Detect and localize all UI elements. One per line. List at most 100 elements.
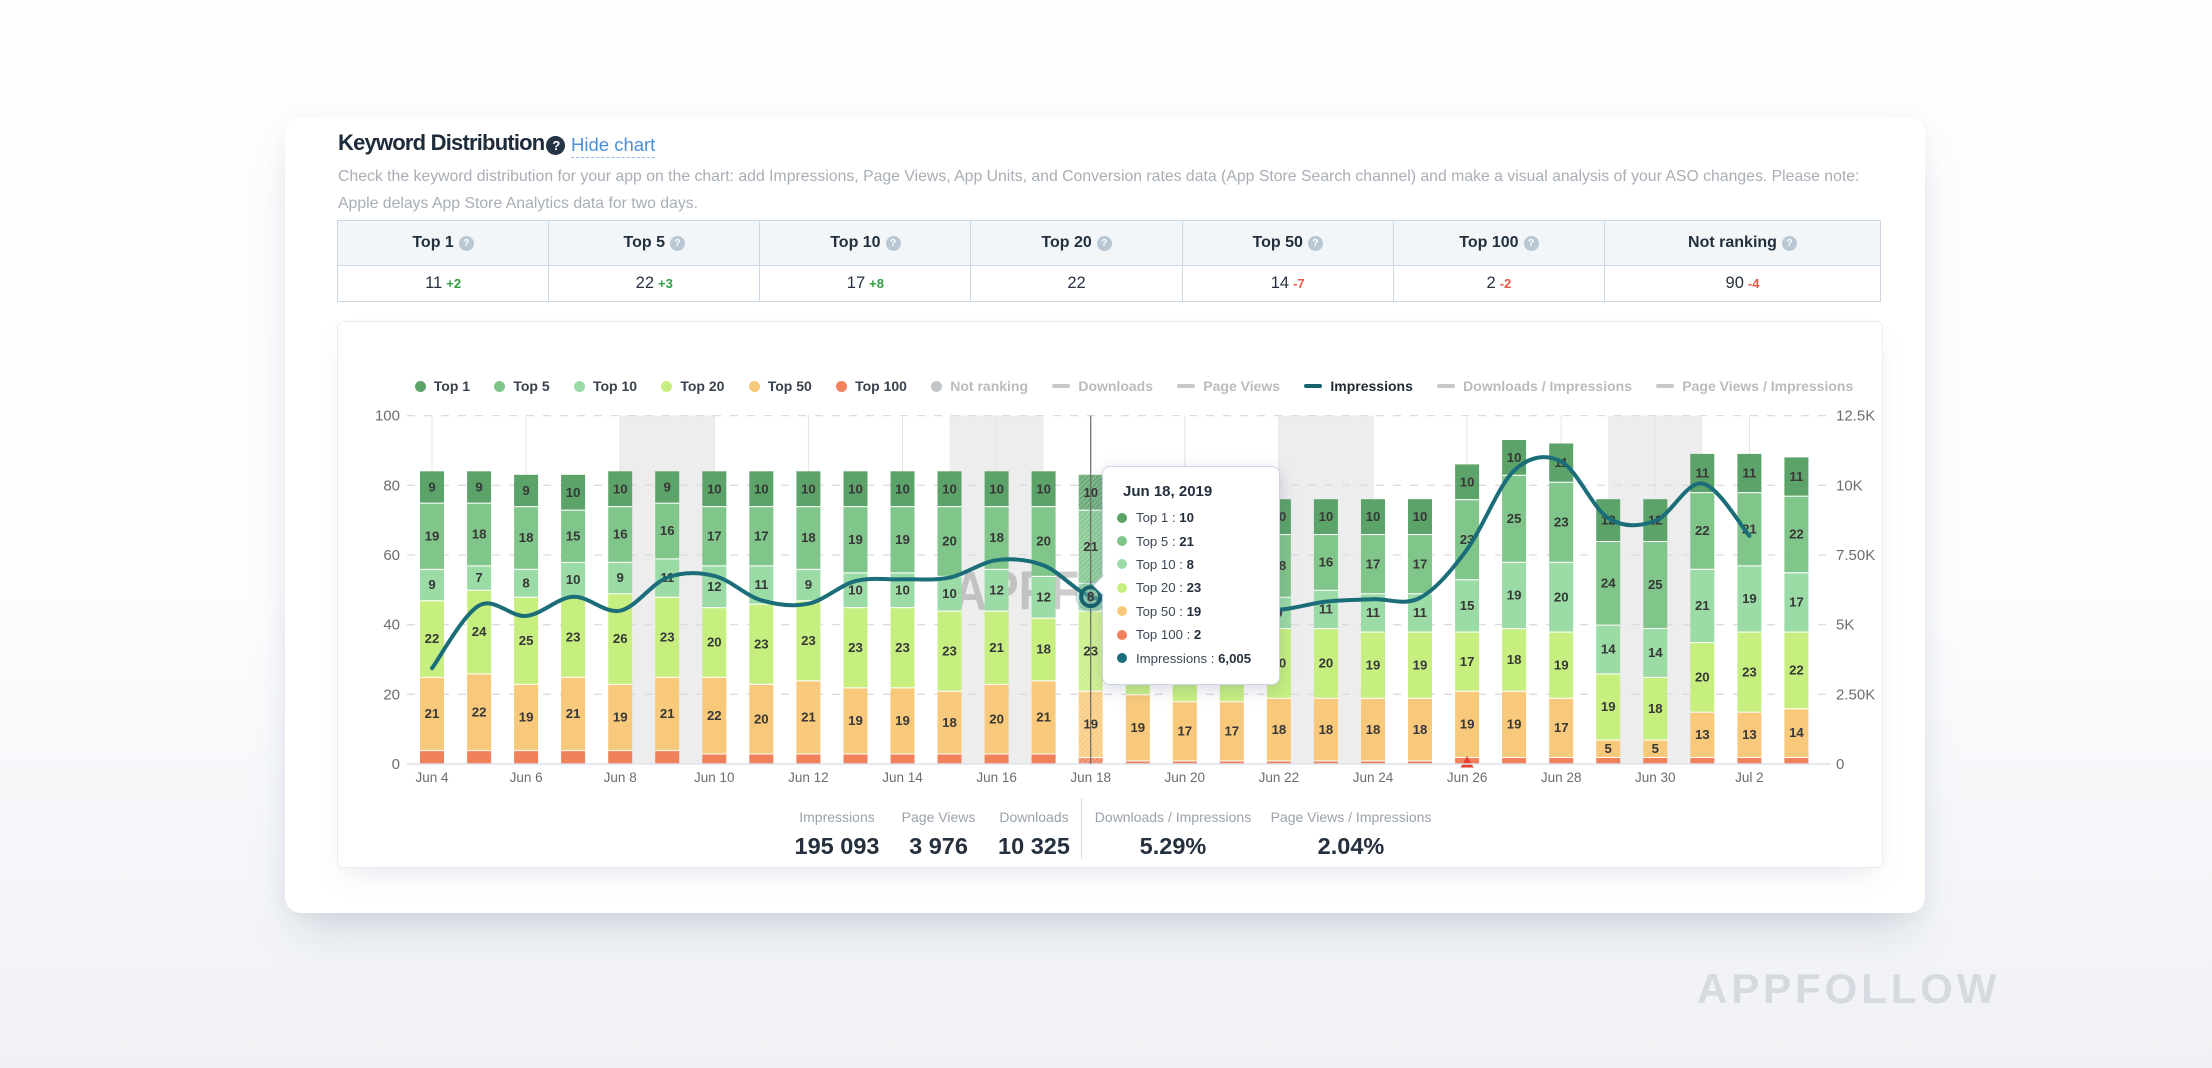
svg-text:19: 19 — [1507, 717, 1522, 732]
svg-text:19: 19 — [425, 528, 440, 543]
svg-text:18: 18 — [1366, 722, 1381, 737]
svg-text:Jun 30: Jun 30 — [1635, 770, 1676, 785]
svg-text:12: 12 — [1036, 589, 1051, 604]
svg-text:2.50K: 2.50K — [1836, 686, 1875, 703]
svg-text:10: 10 — [895, 481, 910, 496]
svg-text:16: 16 — [660, 523, 675, 538]
svg-text:13: 13 — [1742, 727, 1757, 742]
svg-text:8: 8 — [522, 575, 529, 590]
svg-text:9: 9 — [664, 480, 671, 495]
svg-text:22: 22 — [472, 704, 487, 719]
svg-text:17: 17 — [1224, 724, 1239, 739]
svg-text:10: 10 — [566, 485, 581, 500]
svg-text:17: 17 — [707, 528, 722, 543]
svg-text:20: 20 — [383, 686, 400, 703]
svg-text:18: 18 — [942, 715, 957, 730]
svg-text:10: 10 — [895, 582, 910, 597]
svg-text:9: 9 — [428, 480, 435, 495]
svg-text:21: 21 — [660, 706, 675, 721]
svg-text:Jun 8: Jun 8 — [604, 770, 637, 785]
svg-text:10: 10 — [1460, 474, 1475, 489]
svg-text:11: 11 — [1789, 469, 1803, 484]
svg-text:22: 22 — [707, 708, 722, 723]
svg-text:25: 25 — [1507, 511, 1522, 526]
svg-text:10: 10 — [989, 481, 1004, 496]
svg-text:21: 21 — [801, 710, 816, 725]
svg-text:Jun 6: Jun 6 — [510, 770, 543, 785]
svg-text:26: 26 — [613, 631, 628, 646]
svg-text:7: 7 — [475, 570, 482, 585]
svg-text:10: 10 — [613, 481, 628, 496]
svg-text:10: 10 — [942, 586, 957, 601]
svg-text:19: 19 — [1366, 657, 1381, 672]
svg-text:24: 24 — [1601, 575, 1616, 590]
svg-text:17: 17 — [1366, 556, 1381, 571]
svg-text:19: 19 — [613, 710, 628, 725]
svg-text:9: 9 — [475, 480, 482, 495]
svg-text:17: 17 — [1789, 595, 1804, 610]
svg-text:17: 17 — [1177, 724, 1192, 739]
svg-text:18: 18 — [1507, 652, 1522, 667]
svg-text:Jun 26: Jun 26 — [1447, 770, 1488, 785]
svg-text:18: 18 — [989, 530, 1004, 545]
svg-text:17: 17 — [1413, 556, 1428, 571]
svg-text:18: 18 — [801, 530, 816, 545]
svg-text:15: 15 — [1460, 598, 1475, 613]
svg-text:20: 20 — [1319, 656, 1334, 671]
svg-text:17: 17 — [1460, 654, 1475, 669]
svg-text:Jul 2: Jul 2 — [1735, 770, 1764, 785]
svg-text:19: 19 — [1554, 657, 1569, 672]
svg-text:21: 21 — [566, 706, 581, 721]
svg-text:11: 11 — [1742, 466, 1756, 481]
svg-text:80: 80 — [383, 477, 400, 494]
svg-text:24: 24 — [472, 624, 487, 639]
svg-text:14: 14 — [1601, 642, 1616, 657]
svg-text:9: 9 — [522, 483, 529, 498]
svg-text:11: 11 — [754, 577, 768, 592]
svg-text:20: 20 — [1695, 670, 1710, 685]
svg-text:10: 10 — [942, 481, 957, 496]
svg-text:23: 23 — [1554, 515, 1569, 530]
svg-text:10: 10 — [1366, 509, 1381, 524]
svg-text:19: 19 — [1460, 717, 1475, 732]
svg-text:19: 19 — [1601, 699, 1616, 714]
svg-text:21: 21 — [1036, 710, 1051, 725]
svg-text:60: 60 — [383, 547, 400, 564]
svg-text:19: 19 — [1742, 591, 1757, 606]
svg-text:23: 23 — [1742, 664, 1757, 679]
svg-text:10: 10 — [1413, 509, 1428, 524]
svg-text:11: 11 — [1366, 605, 1380, 620]
svg-text:23: 23 — [660, 629, 675, 644]
svg-text:12: 12 — [989, 582, 1004, 597]
svg-text:23: 23 — [942, 643, 957, 658]
svg-text:18: 18 — [472, 527, 487, 542]
svg-text:9: 9 — [428, 577, 435, 592]
svg-text:9: 9 — [617, 570, 624, 585]
svg-text:10K: 10K — [1836, 477, 1863, 494]
svg-text:19: 19 — [848, 713, 863, 728]
svg-text:11: 11 — [1413, 605, 1427, 620]
svg-text:Jun 20: Jun 20 — [1165, 770, 1206, 785]
svg-text:10: 10 — [848, 481, 863, 496]
svg-text:0: 0 — [392, 756, 400, 773]
svg-text:0: 0 — [1836, 756, 1844, 773]
svg-text:20: 20 — [1554, 589, 1569, 604]
svg-text:23: 23 — [895, 640, 910, 655]
svg-text:Jun 4: Jun 4 — [415, 770, 449, 785]
svg-text:12.5K: 12.5K — [1836, 408, 1875, 425]
svg-text:19: 19 — [848, 532, 863, 547]
svg-text:18: 18 — [1319, 722, 1334, 737]
svg-text:Jun 16: Jun 16 — [976, 770, 1017, 785]
svg-text:19: 19 — [1507, 588, 1522, 603]
svg-text:19: 19 — [519, 710, 534, 725]
svg-text:18: 18 — [1413, 722, 1428, 737]
svg-text:11: 11 — [1319, 602, 1333, 617]
svg-text:10: 10 — [566, 572, 581, 587]
svg-text:12: 12 — [707, 579, 722, 594]
svg-text:23: 23 — [754, 636, 769, 651]
svg-text:Jun 12: Jun 12 — [788, 770, 829, 785]
svg-text:20: 20 — [1036, 534, 1051, 549]
svg-text:10: 10 — [848, 582, 863, 597]
svg-text:8: 8 — [1087, 589, 1094, 604]
svg-text:7.50K: 7.50K — [1836, 547, 1875, 564]
